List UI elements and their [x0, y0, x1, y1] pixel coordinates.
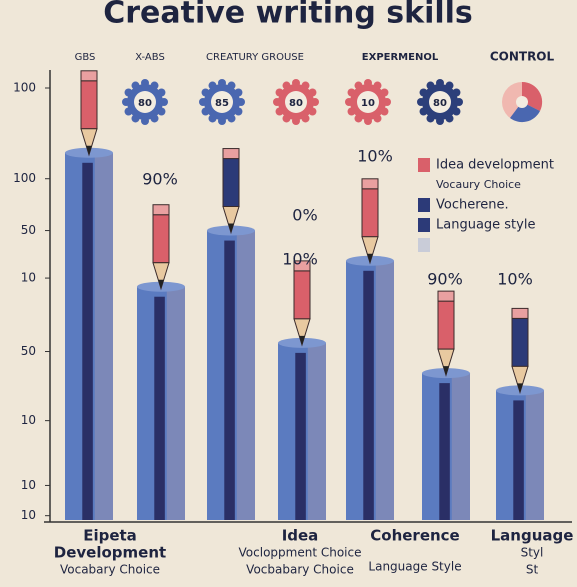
pencil-body — [361, 188, 379, 238]
x-tick-label: Vocbabary Choice — [246, 563, 354, 577]
pencil-tip — [222, 206, 240, 235]
pencil-tip — [437, 348, 455, 377]
pencil-tip — [293, 318, 311, 347]
x-tick-label: St — [526, 563, 539, 577]
bar-shade — [94, 152, 113, 521]
bar-stripe — [224, 240, 235, 520]
x-tick-label: Styl — [521, 546, 544, 560]
y-tick-label: 10 — [21, 478, 36, 492]
pencil-body — [222, 158, 240, 208]
bar-shade — [236, 230, 255, 520]
bar-stripe — [154, 296, 165, 520]
pencil-lead — [86, 145, 92, 155]
annotation: 0% — [292, 206, 317, 225]
y-tick-label: 50 — [21, 344, 36, 358]
bar-stripe — [439, 383, 450, 520]
pencil-eraser — [80, 70, 98, 82]
bar-stripe — [82, 162, 93, 521]
badge-inner — [211, 91, 233, 113]
header-label: CONTROL — [490, 50, 555, 64]
pencil-body — [293, 270, 311, 320]
legend-swatch — [418, 198, 430, 212]
pencil-lead — [299, 335, 305, 345]
badge-label: 80 — [289, 98, 303, 109]
control-icon — [516, 96, 528, 108]
x-tick-label: Vocloppment Choice — [239, 546, 362, 560]
x-tick-label: Vocabary Choice — [60, 563, 160, 577]
pencil-eraser — [222, 148, 240, 160]
legend-swatch — [418, 238, 430, 252]
annotation: 10% — [357, 147, 393, 166]
legend-label: Language style — [436, 218, 535, 233]
pencil-tip — [361, 236, 379, 265]
badge-inner — [134, 91, 156, 113]
badge-label: 80 — [433, 98, 447, 109]
pencil-eraser — [361, 178, 379, 190]
y-tick-label: 10 — [21, 271, 36, 285]
y-tick-label: 10 — [21, 413, 36, 427]
pencil-tip — [511, 365, 529, 395]
pencil-body — [437, 300, 455, 350]
legend-swatch — [418, 218, 430, 232]
annotation: 90% — [427, 270, 463, 289]
annotation: 10% — [497, 270, 533, 289]
badge-label: 85 — [215, 98, 229, 109]
bar-shade — [525, 390, 544, 520]
x-tick-label: Idea — [282, 527, 319, 545]
legend-swatch — [418, 158, 430, 172]
header-label: GBS — [75, 52, 96, 63]
y-tick-label: 10 — [21, 508, 36, 522]
y-tick-label: 100 — [13, 171, 36, 185]
x-tick-label: Coherence — [370, 527, 459, 545]
badge-inner — [285, 91, 307, 113]
pencil-lead — [517, 383, 523, 393]
pencil-lead — [228, 223, 234, 233]
chart-title: Creative writing skills — [103, 0, 473, 31]
legend-label: Vocherene. — [436, 198, 509, 213]
header-label: X-ABS — [135, 52, 165, 63]
pencil-eraser — [511, 307, 529, 319]
pencil-eraser — [293, 260, 311, 272]
y-tick-label: 50 — [21, 223, 36, 237]
pencil-lead — [367, 253, 373, 263]
legend-label: Vocaury Choice — [436, 178, 521, 191]
pencil-tip — [80, 128, 98, 157]
badge-inner — [429, 91, 451, 113]
badge-label: 10 — [361, 98, 375, 109]
x-tick-label: Language — [491, 527, 574, 545]
bar-shade — [307, 342, 326, 520]
header-label: EXPERMENOL — [362, 52, 439, 63]
bar-shade — [375, 260, 394, 520]
control-icon — [510, 102, 540, 123]
pencil-lead — [158, 279, 164, 289]
annotation: 90% — [142, 170, 178, 189]
badge-inner — [357, 91, 379, 113]
pencil-eraser — [437, 290, 455, 302]
bar-stripe — [363, 270, 374, 520]
pencil-body — [80, 80, 98, 130]
badge-label: 80 — [138, 98, 152, 109]
pencil-body — [511, 317, 529, 367]
x-tick-label: Eipeta — [83, 527, 137, 545]
pencil-eraser — [152, 204, 170, 216]
bar-shade — [166, 286, 185, 520]
x-tick-label: Language Style — [368, 560, 461, 574]
legend-label: Idea development — [436, 158, 554, 173]
x-tick-label: Development — [54, 544, 166, 562]
bar-stripe — [295, 352, 306, 520]
pencil-tip — [152, 262, 170, 291]
annotation: 10% — [282, 250, 318, 269]
bar-stripe — [513, 400, 524, 520]
y-tick-label: 100 — [13, 81, 36, 95]
header-label: CREATURY GROUSE — [206, 52, 304, 63]
bar-shade — [451, 373, 470, 520]
pencil-lead — [443, 366, 449, 376]
pencil-body — [152, 214, 170, 264]
